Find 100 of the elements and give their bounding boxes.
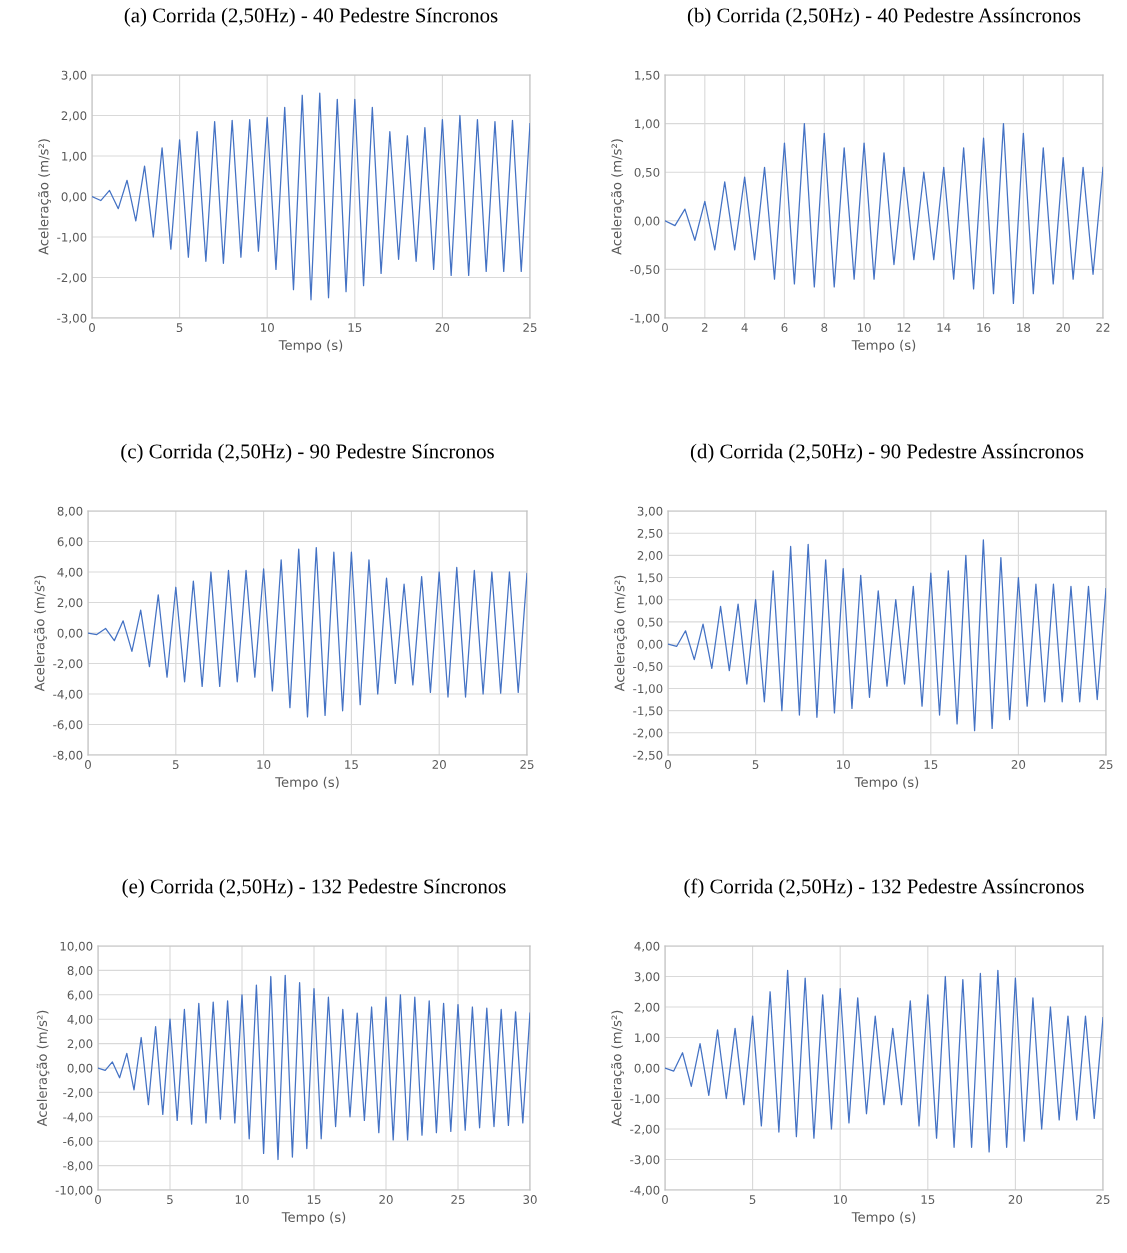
x-tick-label: 15	[924, 760, 938, 769]
y-tick-label: -1,00	[630, 313, 660, 324]
y-tick-label: -3,00	[630, 1155, 660, 1166]
x-tick-label: 4	[741, 323, 748, 332]
y-axis-title: Aceleração (m/s²)	[611, 139, 624, 255]
y-axis-title: Aceleração (m/s²)	[38, 139, 51, 255]
x-tick-label: 16	[977, 323, 991, 332]
x-tick-label: 15	[348, 323, 362, 332]
y-tick-label: -10,00	[55, 1185, 93, 1196]
line-series	[88, 546, 527, 718]
y-tick-label: 10,00	[60, 941, 93, 952]
x-tick-label: 0	[662, 1195, 668, 1204]
y-tick-label: 0,00	[57, 628, 83, 639]
x-tick-label: 5	[172, 760, 179, 769]
y-tick-label: 8,00	[67, 966, 93, 977]
x-tick-label: 5	[167, 1195, 173, 1204]
x-tick-label: 0	[95, 1195, 101, 1204]
y-tick-label: -2,00	[630, 1124, 660, 1135]
x-tick-label: 14	[937, 323, 951, 332]
x-tick-label: 10	[235, 1195, 249, 1204]
y-tick-label: 2,00	[61, 111, 87, 122]
y-tick-label: 4,00	[634, 941, 660, 952]
line-series	[92, 92, 530, 301]
y-tick-label: -6,00	[53, 720, 83, 731]
y-axis-title: Aceleração (m/s²)	[611, 1010, 624, 1127]
y-tick-label: 4,00	[57, 567, 83, 578]
y-tick-label: 0,50	[634, 167, 660, 179]
x-tick-label: 6	[781, 323, 788, 332]
y-tick-label: 3,00	[61, 70, 87, 81]
y-tick-label: 8,00	[57, 506, 83, 517]
x-tick-label: 25	[1096, 1195, 1110, 1204]
x-tick-label: 20	[1008, 1195, 1023, 1204]
x-axis-title: Tempo (s)	[275, 776, 339, 790]
x-tick-label: 10	[857, 323, 871, 332]
x-tick-label: 10	[260, 323, 274, 332]
y-tick-label: 0,00	[634, 216, 660, 227]
y-tick-label: -2,00	[53, 659, 83, 670]
y-tick-label: 1,50	[638, 573, 663, 584]
x-tick-label: 0	[85, 760, 91, 769]
x-tick-label: 8	[821, 323, 828, 332]
y-tick-label: -1,00	[633, 684, 663, 695]
x-axis-title: Tempo (s)	[851, 339, 916, 353]
y-tick-label: 1,00	[635, 119, 660, 130]
y-tick-label: -4,00	[630, 1185, 660, 1196]
x-tick-label: 18	[1017, 323, 1031, 332]
y-tick-label: -2,00	[57, 273, 87, 284]
y-tick-label: 2,00	[57, 598, 83, 609]
x-axis-title: Tempo (s)	[851, 1211, 916, 1225]
x-tick-label: 0	[89, 323, 95, 332]
chart-title: (c) Corrida (2,50Hz) - 90 Pedestre Síncronos	[121, 443, 494, 463]
y-tick-label: 1,00	[62, 151, 87, 162]
x-tick-label: 25	[523, 323, 537, 332]
y-axis-title: Aceleração (m/s²)	[34, 575, 47, 692]
x-tick-label: 20	[435, 323, 450, 332]
y-tick-label: -6,00	[63, 1136, 93, 1148]
chart-title: (f) Corrida (2,50Hz) - 132 Pedestre Assíncronos	[684, 878, 1084, 898]
x-tick-label: 10	[257, 760, 271, 769]
y-tick-label: 2,00	[67, 1039, 93, 1050]
x-tick-label: 2	[701, 323, 708, 332]
y-tick-label: 0,00	[637, 639, 663, 650]
x-tick-label: 10	[833, 1195, 847, 1204]
y-tick-label: -2,50	[633, 750, 663, 761]
y-tick-label: 1,50	[635, 70, 660, 81]
x-tick-label: 12	[897, 323, 911, 332]
x-tick-label: 22	[1096, 323, 1110, 332]
y-tick-label: -1,00	[630, 1094, 660, 1105]
y-tick-label: 2,00	[634, 1002, 660, 1013]
line-series	[665, 969, 1103, 1153]
y-tick-label: 2,00	[637, 551, 663, 562]
y-tick-label: -1,50	[633, 706, 663, 717]
x-tick-label: 20	[1011, 760, 1026, 769]
line-series	[668, 539, 1106, 732]
y-tick-label: -1,00	[57, 232, 87, 243]
y-tick-label: -8,00	[63, 1161, 93, 1172]
x-tick-label: 5	[752, 760, 759, 769]
y-tick-label: -2,00	[633, 728, 663, 739]
y-tick-label: 0,00	[67, 1063, 93, 1074]
x-tick-label: 15	[921, 1195, 935, 1204]
y-axis-title: Aceleração (m/s²)	[36, 1010, 50, 1127]
y-tick-label: 0,00	[634, 1063, 660, 1074]
x-tick-label: 20	[432, 760, 446, 769]
x-tick-label: 30	[523, 1195, 537, 1204]
y-tick-label: -3,00	[57, 313, 87, 324]
x-tick-label: 5	[176, 323, 183, 332]
y-tick-label: 4,00	[67, 1014, 93, 1026]
y-axis-title: Aceleração (m/s²)	[614, 575, 627, 692]
x-axis-title: Tempo (s)	[278, 339, 343, 353]
y-tick-label: 3,00	[634, 972, 660, 983]
y-tick-label: 6,00	[67, 990, 93, 1001]
y-tick-label: -4,00	[63, 1112, 93, 1123]
chart-title: (b) Corrida (2,50Hz) - 40 Pedestre Assíncronos	[687, 7, 1081, 27]
x-tick-label: 0	[665, 760, 671, 769]
y-tick-label: 2,50	[637, 528, 663, 540]
y-tick-label: 0,00	[61, 192, 87, 203]
x-tick-label: 5	[749, 1195, 756, 1204]
x-tick-label: 25	[1099, 760, 1113, 769]
x-tick-label: 20	[379, 1195, 393, 1204]
y-tick-label: -4,00	[53, 689, 83, 700]
x-axis-title: Tempo (s)	[281, 1211, 346, 1225]
x-tick-label: 10	[836, 760, 850, 769]
